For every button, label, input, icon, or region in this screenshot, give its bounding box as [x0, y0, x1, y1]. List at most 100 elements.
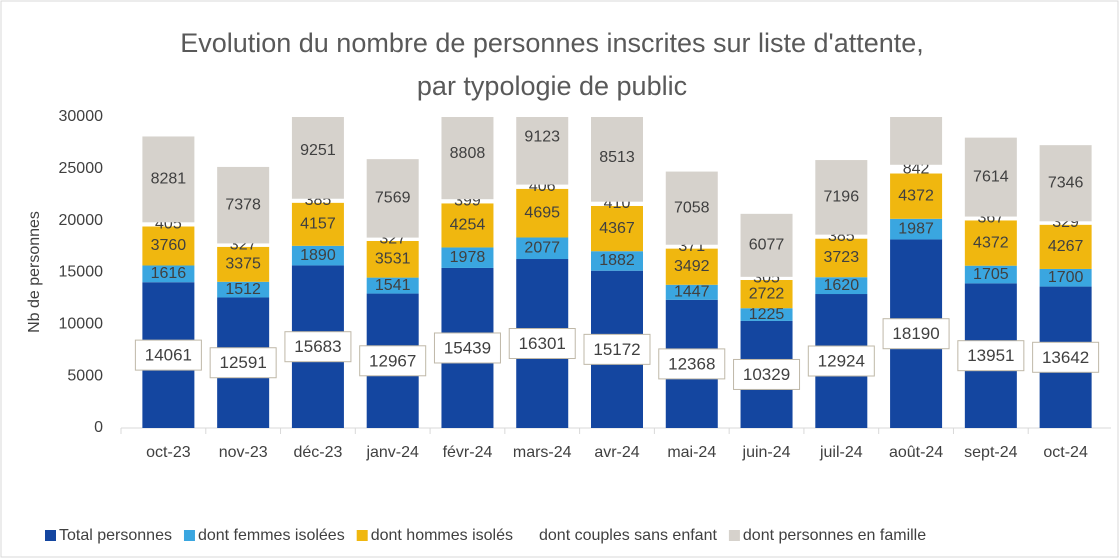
bar-segment	[815, 234, 868, 239]
x-tick-label: janv-24	[365, 444, 419, 461]
data-label: 13642	[1042, 348, 1089, 367]
x-tick-label: juil-24	[819, 444, 863, 461]
legend-swatch	[45, 530, 56, 541]
y-tick-label: 10000	[59, 316, 104, 333]
x-tick-label: oct-24	[1043, 444, 1088, 461]
bar-segment	[890, 218, 943, 240]
bar-segment	[665, 171, 718, 245]
data-label: 3531	[375, 251, 411, 268]
legend-label: dont hommes isolés	[371, 527, 513, 544]
legend-label: dont femmes isolées	[198, 527, 345, 544]
data-label: 9251	[300, 142, 336, 159]
bar-segment	[815, 238, 868, 278]
bar-segment	[740, 276, 793, 281]
bar-segment	[291, 117, 344, 199]
data-label: 7614	[973, 168, 1009, 185]
data-label: 10329	[743, 365, 790, 384]
data-label: 4372	[973, 234, 1009, 251]
data-label: 7569	[375, 190, 411, 207]
data-label: 4254	[450, 217, 486, 234]
label-box	[807, 345, 875, 377]
bar-segment	[665, 244, 718, 249]
label-box	[583, 333, 651, 365]
bar-segment	[366, 159, 419, 238]
bar-segment	[1039, 221, 1092, 225]
bar-segment	[217, 243, 270, 247]
bar-segment	[291, 202, 344, 246]
data-label: 1512	[225, 281, 261, 298]
legend-label: dont couples sans enfant	[539, 527, 717, 544]
x-tick-label: mars-24	[513, 444, 572, 461]
data-label: 1978	[450, 249, 486, 266]
bar-segment	[217, 166, 270, 244]
bar-segment	[291, 245, 344, 266]
data-label: 1616	[151, 265, 187, 282]
label-box	[508, 328, 576, 360]
data-label: 2077	[524, 239, 560, 256]
y-tick-label: 25000	[59, 160, 104, 177]
bar-segment	[217, 281, 270, 298]
data-label: 1541	[375, 277, 411, 294]
bar-segment	[665, 284, 718, 300]
data-label: 7346	[1048, 174, 1084, 191]
bar-segment	[366, 237, 419, 241]
legend-label: dont personnes en famille	[743, 527, 926, 544]
data-label: 4367	[599, 220, 635, 237]
bar-segment	[516, 117, 569, 185]
bar-segment	[142, 265, 195, 283]
legend-swatch	[183, 530, 195, 541]
bar-segment	[441, 199, 494, 204]
data-label: 4372	[898, 187, 934, 204]
label-box	[658, 348, 726, 380]
data-label: 12591	[220, 353, 267, 372]
bar-segment	[815, 160, 868, 235]
bar-segment	[1039, 268, 1092, 287]
data-label: 13951	[967, 346, 1014, 365]
data-label: 16301	[519, 334, 566, 353]
data-label: 8281	[151, 171, 187, 188]
bar-segment	[591, 205, 643, 252]
bar-segment	[591, 117, 643, 202]
label-box	[134, 339, 202, 371]
bar-segment	[366, 240, 419, 278]
data-label: 12967	[369, 351, 416, 370]
data-label: 3723	[824, 249, 860, 266]
bar-segment	[217, 246, 270, 282]
data-label: 1620	[824, 277, 860, 294]
y-tick-label: 5000	[67, 367, 103, 384]
data-label: 4157	[300, 215, 336, 232]
bar-segment	[890, 164, 943, 174]
data-label: 1447	[674, 284, 710, 301]
data-label: 1890	[300, 247, 336, 264]
x-tick-label: avr-24	[594, 444, 639, 461]
bar-segment	[516, 188, 569, 238]
data-label: 4267	[1048, 238, 1084, 255]
bar-segment	[815, 277, 868, 295]
bar-segment	[516, 184, 569, 189]
label-box	[1032, 341, 1100, 373]
data-label: 4695	[524, 204, 560, 221]
bar-segment	[142, 136, 195, 223]
bar-segment	[740, 308, 793, 321]
bar-segment	[740, 213, 793, 277]
bar-segment	[1039, 145, 1092, 222]
bar-segment	[591, 251, 643, 271]
bar-segment	[441, 117, 494, 200]
data-label: 15439	[444, 338, 491, 357]
data-label: 2722	[749, 285, 785, 302]
data-label: 7058	[674, 199, 710, 216]
x-tick-label: août-24	[889, 444, 943, 461]
data-label: 14061	[145, 346, 192, 365]
bar-segment	[366, 277, 419, 294]
data-label: 1705	[973, 266, 1009, 283]
data-label: 1700	[1048, 269, 1084, 286]
bar-segment	[964, 265, 1017, 284]
label-box	[359, 345, 427, 377]
legend-swatch	[728, 530, 740, 541]
x-tick-label: sept-24	[964, 444, 1017, 461]
x-tick-label: mai-24	[667, 444, 716, 461]
x-tick-label: juin-24	[742, 444, 791, 461]
label-box	[433, 332, 501, 364]
y-tick-label: 15000	[59, 264, 104, 281]
